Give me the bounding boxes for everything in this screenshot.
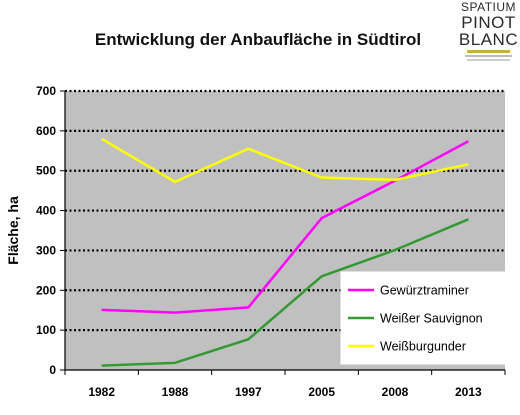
y-tick-label: 500 <box>36 164 56 178</box>
y-axis-label: Fläche, ha <box>5 196 21 265</box>
y-tick-label: 200 <box>36 283 56 297</box>
series-line-2 <box>101 137 469 184</box>
logo-fine-print <box>465 55 512 57</box>
series-lines <box>101 137 469 367</box>
x-tick-label: 2005 <box>308 385 335 399</box>
chart-title: Entwicklung der Anbaufläche in Südtirol <box>95 30 421 49</box>
spatium-pinot-blanc-logo: SPATIUM PINOT BLANC <box>457 0 520 64</box>
legend-label: Weißer Sauvignon <box>380 312 483 326</box>
x-tick-label: 1988 <box>162 385 189 399</box>
y-tick-label: 700 <box>36 84 56 98</box>
logo-fine-print-2 <box>467 59 510 61</box>
y-tick-label: 0 <box>49 363 56 377</box>
x-tick-label: 2013 <box>455 385 482 399</box>
series-line-0 <box>101 140 469 314</box>
logo-line-2: PINOT <box>461 13 516 32</box>
legend-label: Weißburgunder <box>380 340 466 354</box>
series-line-1 <box>101 218 469 367</box>
y-tick-label: 100 <box>36 323 56 337</box>
axes <box>60 90 506 375</box>
x-tick-label: 1997 <box>235 385 262 399</box>
y-tick-label: 300 <box>36 243 56 257</box>
y-tick-label: 400 <box>36 204 56 218</box>
x-tick-label: 2008 <box>382 385 409 399</box>
logo-accent-bar <box>467 50 510 53</box>
legend: Gewürztraminer Weißer Sauvignon Weißburgun… <box>340 271 506 365</box>
y-tick-labels: 0 100 200 300 400 500 600 700 <box>36 84 56 377</box>
x-tick-labels: 1982 1988 1997 2005 2008 2013 <box>88 385 482 399</box>
y-tick-label: 600 <box>36 124 56 138</box>
logo-line-1: SPATIUM <box>460 0 517 14</box>
x-tick-label: 1982 <box>88 385 115 399</box>
logo-line-3: BLANC <box>458 30 519 49</box>
legend-label: Gewürztraminer <box>380 284 469 298</box>
grid-lines <box>65 89 505 332</box>
